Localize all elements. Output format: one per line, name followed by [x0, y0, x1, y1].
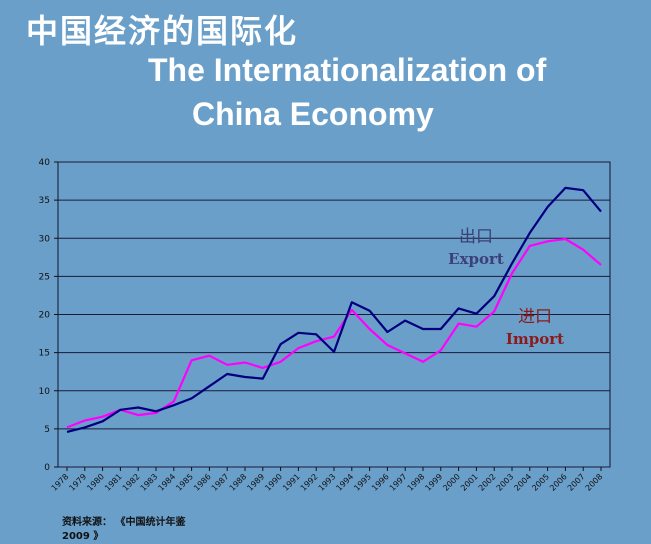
x-tick-label: 1990: [263, 472, 284, 493]
series-labels: 出口 Export 进口 Import: [448, 227, 564, 348]
x-tick-label: 1995: [352, 472, 373, 493]
series-lines: [66, 186, 602, 433]
x-tick-label: 1980: [85, 472, 106, 493]
y-tick-label: 35: [39, 196, 50, 206]
x-tick-label: 1978: [50, 472, 71, 493]
y-tick-label: 5: [44, 425, 50, 435]
x-tick-label: 2005: [530, 472, 551, 493]
x-tick-label: 1992: [299, 472, 320, 493]
x-tick-label: 2004: [512, 472, 533, 493]
x-tick-label: 1991: [281, 472, 302, 493]
x-tick-label: 1996: [370, 472, 391, 493]
export-label-cn: 出口: [459, 227, 493, 247]
import-label-cn: 进口: [518, 307, 552, 327]
x-tick-label: 2006: [548, 472, 569, 493]
chinese-title: 中国经济的国际化: [26, 12, 299, 50]
y-axis-ticks: 0 5 10 15 20 25 30 35 40: [39, 158, 58, 473]
x-axis-ticks: 1978197919801981198219831984198519861987…: [50, 467, 605, 493]
x-tick-label: 1998: [406, 472, 427, 493]
x-tick-label: 1986: [192, 472, 213, 493]
x-tick-label: 2002: [477, 472, 498, 493]
source-line-2: 2009 》: [62, 531, 104, 542]
y-tick-label: 40: [39, 158, 51, 168]
y-tick-label: 25: [39, 272, 50, 282]
y-tick-label: 30: [39, 234, 51, 244]
x-tick-label: 1989: [245, 472, 266, 493]
x-tick-label: 1994: [334, 472, 355, 493]
x-tick-label: 1981: [103, 472, 124, 493]
x-tick-label: 1987: [210, 472, 231, 493]
x-tick-label: 1993: [317, 472, 338, 493]
x-tick-label: 1997: [388, 472, 409, 493]
x-tick-label: 2007: [566, 472, 587, 493]
x-tick-label: 2001: [459, 472, 480, 493]
english-title-line-2: China Economy: [192, 96, 434, 132]
x-tick-label: 1988: [228, 472, 249, 493]
english-title-line-1: The Internationalization of: [148, 52, 547, 88]
source-line-1: 资料来源： 《中国统计年鉴: [62, 517, 186, 528]
y-tick-label: 20: [39, 311, 51, 321]
x-tick-label: 1984: [156, 472, 177, 493]
export-label-en: Export: [448, 250, 504, 268]
data-source-note: 资料来源： 《中国统计年鉴 2009 》: [62, 516, 185, 544]
y-tick-label: 10: [39, 387, 51, 397]
import-label-en: Import: [506, 330, 564, 348]
y-tick-label: 15: [39, 349, 50, 359]
x-tick-label: 2008: [584, 472, 605, 493]
x-tick-label: 2000: [441, 472, 462, 493]
x-tick-label: 2003: [495, 472, 516, 493]
x-tick-label: 1979: [67, 472, 88, 493]
x-tick-label: 1985: [174, 472, 195, 493]
x-tick-label: 1982: [121, 472, 142, 493]
x-tick-label: 1983: [139, 472, 160, 493]
y-tick-label: 0: [44, 463, 50, 473]
x-tick-label: 1999: [423, 472, 444, 493]
import-series-line: [66, 237, 602, 429]
export-series-line: [66, 186, 602, 433]
